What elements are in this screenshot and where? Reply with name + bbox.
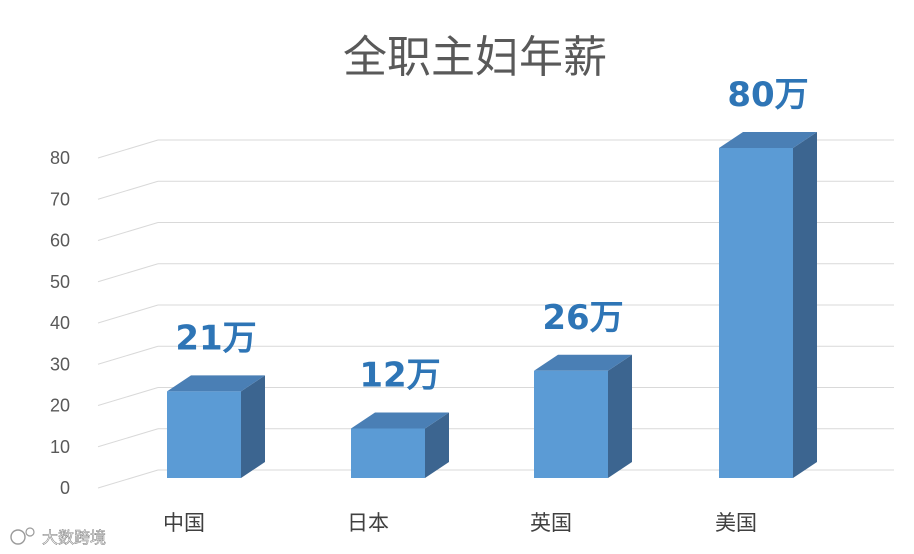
bar-top: [167, 375, 265, 392]
bar-front: [719, 148, 793, 478]
watermark-logo-icon: [10, 527, 35, 545]
bar-side: [241, 375, 265, 478]
bar-top: [534, 354, 632, 371]
gridline-depth: [97, 139, 159, 159]
gridline-depth: [97, 387, 159, 406]
y-tick-label: 30: [50, 354, 70, 374]
x-tick-label: 美国: [715, 511, 757, 535]
gridline-depth: [97, 263, 159, 283]
gridline-depth: [97, 469, 159, 489]
gridline-depth: [97, 222, 159, 241]
x-tick-label: 日本: [347, 511, 389, 535]
watermark: 大数跨境: [10, 527, 106, 547]
bars: [167, 132, 817, 478]
x-axis-ticks: 中国 日本 英国 美国: [163, 511, 757, 535]
x-tick-label: 英国: [530, 511, 572, 535]
bar-top: [351, 412, 449, 429]
bar-front: [167, 391, 241, 478]
bar-side: [608, 354, 632, 478]
y-tick-label: 20: [50, 396, 70, 416]
bar-front: [534, 370, 608, 478]
data-label: 12万: [359, 356, 440, 396]
data-label: 80万: [727, 75, 808, 115]
y-tick-label: 40: [50, 313, 70, 333]
y-tick-label: 50: [50, 272, 70, 292]
bar-side: [793, 132, 817, 478]
bar: [534, 354, 632, 478]
x-tick-label: 中国: [163, 511, 205, 535]
watermark-text: 大数跨境: [42, 528, 106, 547]
bar-side: [425, 412, 449, 478]
data-label: 21万: [175, 318, 256, 358]
y-tick-label: 60: [50, 231, 70, 251]
y-axis-ticks: 0 10 20 30 40 50 60 70 80: [50, 148, 70, 498]
data-labels: 21万 12万 26万 80万: [175, 75, 808, 396]
gridline-depth: [97, 428, 159, 448]
bar: [719, 132, 817, 478]
y-tick-label: 10: [50, 437, 70, 457]
y-tick-label: 70: [50, 189, 70, 209]
bar: [167, 375, 265, 478]
gridline-depth: [97, 304, 159, 324]
gridline-depth: [97, 180, 159, 200]
gridline-depth: [97, 345, 159, 365]
bar-top: [719, 132, 817, 148]
y-tick-label: 80: [50, 148, 70, 168]
data-label: 26万: [542, 298, 623, 338]
chart-title: 全职主妇年薪: [343, 32, 607, 83]
bar: [351, 412, 449, 478]
y-tick-label: 0: [60, 478, 70, 498]
bar-front: [351, 428, 425, 478]
